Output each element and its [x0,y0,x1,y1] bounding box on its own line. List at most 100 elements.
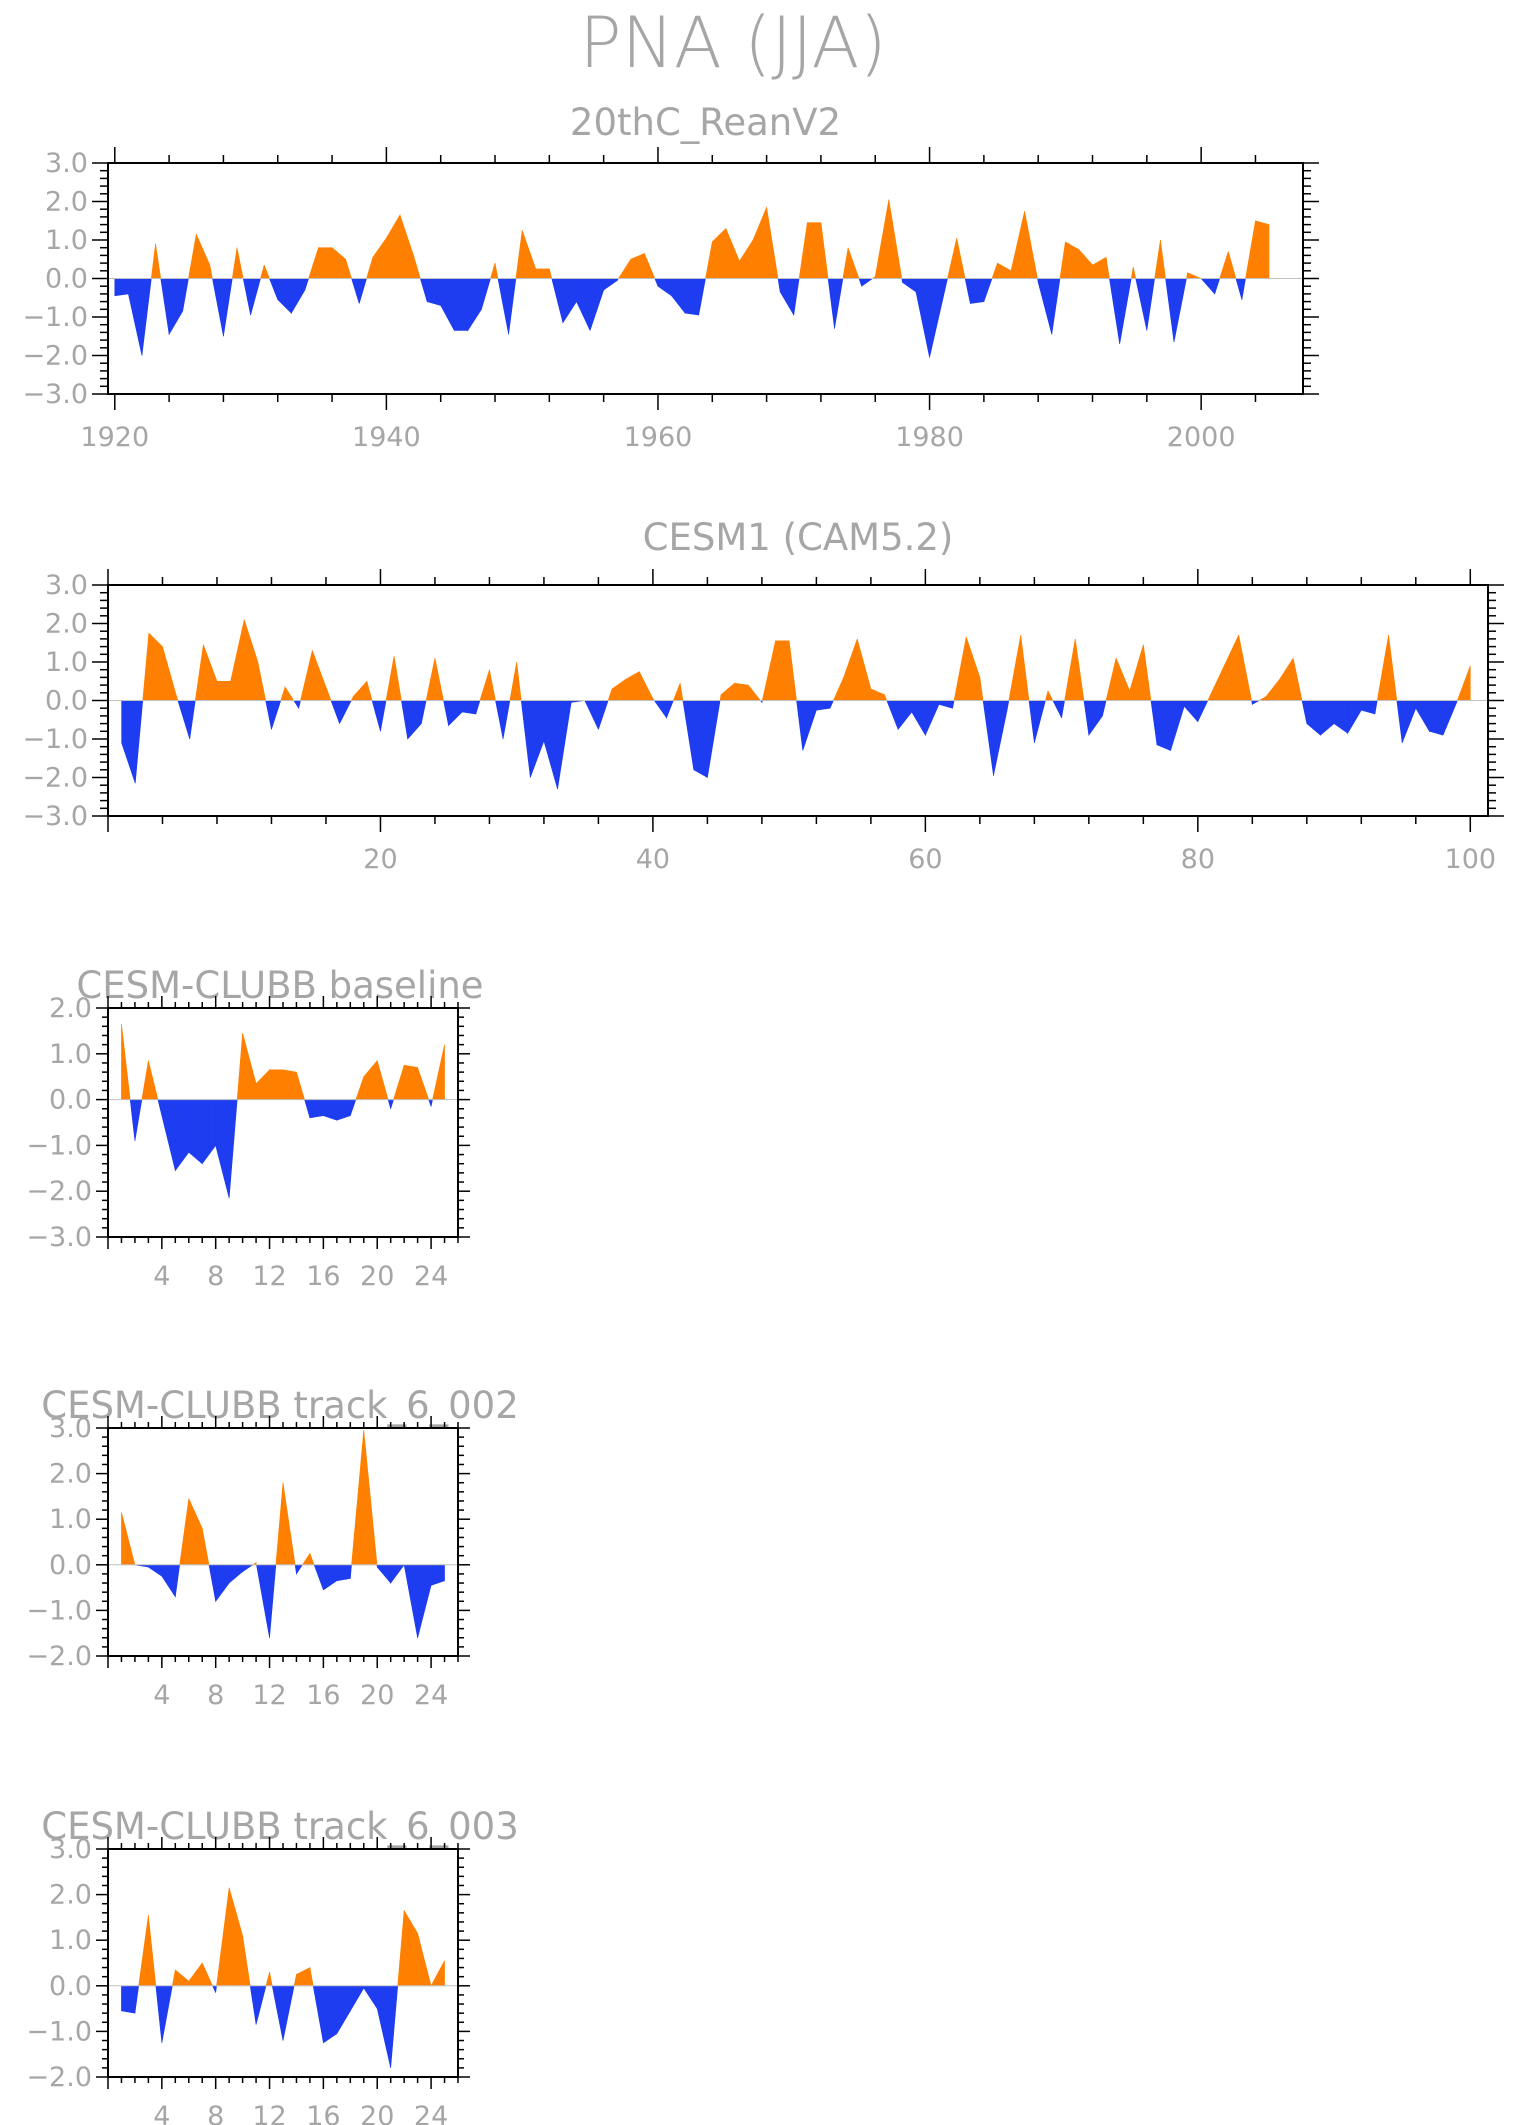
area-segment [201,1528,210,1566]
area-segment [194,644,204,701]
area-segment [1255,220,1270,279]
area-segment [938,700,953,709]
area-segment [638,671,654,701]
area-segment [576,278,591,331]
area-segment [188,234,197,279]
area-segment [1024,211,1038,279]
area-segment [249,1985,257,2025]
area-segment [979,677,984,701]
area-segment [428,1099,432,1107]
area-segment [403,1064,418,1100]
area-segment [1211,663,1226,701]
area-segment [1374,700,1378,715]
x-tick-label: 100 [1445,844,1497,875]
x-tick-label: 1960 [624,422,693,453]
area-segment [952,700,955,709]
area-segment [177,700,191,740]
area-segment [1074,638,1085,701]
x-tick-label: 8 [207,1680,224,1711]
area-fills [121,619,1471,790]
area-segment [654,278,659,287]
area-segment [897,700,913,731]
area-segment [142,633,150,701]
area-segment [509,661,517,701]
area-segment [1083,700,1090,736]
area-segment [339,700,352,724]
x-tick-label: 1980 [895,422,964,453]
area-segment [304,278,310,291]
y-tick-label: 2.0 [49,1880,92,1911]
area-segment [121,700,136,784]
area-segment [148,1060,159,1100]
area-segment [793,278,800,316]
x-tick-label: 20 [360,1261,394,1292]
y-tick-label: 0.0 [45,686,88,717]
area-segment [679,683,684,701]
area-segment [325,686,332,701]
area-segment [265,700,272,730]
panel-cesm-clubb-baseline: CESM-CLUBB baseline −3.0 −2.0 −1.0 0.0 1.0 2.0… [26,964,483,1292]
area-segment [515,230,523,279]
area-segment [1047,690,1054,701]
area-segment [1154,239,1161,279]
area-segment [1088,700,1103,737]
area-segment [263,264,270,279]
area-segment [1442,700,1457,736]
area-segment [215,1564,230,1603]
area-segment [426,278,442,306]
area-segment [1115,658,1131,701]
area-segment [148,1564,163,1577]
area-segment [1207,692,1212,701]
area-segment [175,694,179,701]
x-tick-label: 60 [908,844,942,875]
area-segment [788,640,797,701]
area-segment [530,700,545,778]
y-tick-label: 2.0 [45,187,88,218]
area-segment [761,640,776,701]
area-segment [179,1498,190,1566]
y-tick-label: 0.0 [49,1085,92,1116]
area-segment [1292,658,1303,701]
area-segment [497,278,509,335]
area-segment [925,700,940,736]
y-tick-label: −2.0 [26,1641,92,1672]
y-tick-label: −2.0 [22,341,88,372]
area-segment [134,700,144,784]
area-segment [212,1985,216,1993]
area-segment [942,278,948,298]
area-segment [1301,700,1308,724]
area-segment [1052,700,1062,718]
area-segment [720,682,735,701]
area-segment [481,278,491,310]
y-tick-label: 3.0 [45,570,88,601]
area-segment [121,1512,136,1566]
area-segment [1279,657,1294,701]
area-segment [1401,700,1417,743]
area-segment [490,263,496,279]
area-segment [138,1915,149,1987]
x-tick-label: 16 [306,1680,340,1711]
area-segment [425,658,436,701]
area-segment [671,278,686,315]
area-segment [847,247,860,279]
y-tick-label: 1.0 [49,1925,92,1956]
area-segment [443,700,449,726]
area-segment [129,1099,136,1141]
x-tick-label: 24 [414,1261,448,1292]
area-segment [1456,665,1471,701]
area-segment [1146,278,1155,331]
area-segment [397,1910,405,1987]
area-segment [1135,278,1148,331]
area-segment [242,1935,251,1987]
area-segment [336,1099,351,1121]
area-segment [242,278,251,316]
area-segment [366,681,373,701]
area-segment [1238,634,1252,701]
area-segment [993,700,1008,776]
area-segment [228,1564,243,1584]
area-segment [598,700,609,730]
area-segment [371,700,381,732]
y-tick-label: 2.0 [49,993,92,1024]
area-segment [1219,251,1229,279]
